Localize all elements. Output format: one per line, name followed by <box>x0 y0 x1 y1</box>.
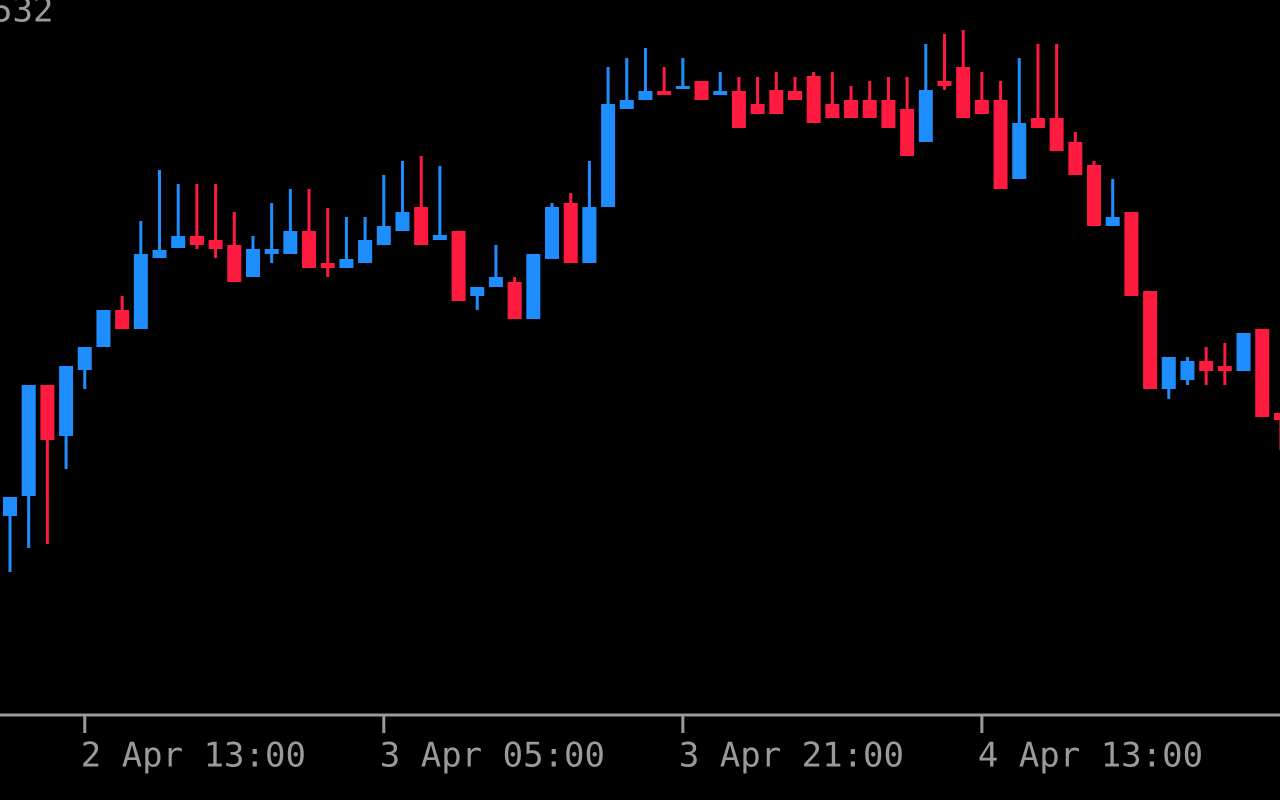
candle-body <box>1012 123 1027 179</box>
candle-body <box>1273 413 1280 420</box>
candle-body <box>21 385 36 496</box>
candle-body <box>77 347 92 370</box>
candle-body <box>713 91 728 95</box>
candle-body <box>806 76 821 123</box>
candle-body <box>1068 142 1083 175</box>
candle-body <box>96 310 111 347</box>
candle-body <box>881 100 896 128</box>
candle-body <box>769 90 784 114</box>
candle-body <box>1217 366 1232 371</box>
candle-body <box>657 91 672 95</box>
candle-body <box>1105 217 1120 226</box>
candle-body <box>451 231 466 301</box>
candle-body <box>1180 361 1195 380</box>
candle-body <box>1030 118 1045 128</box>
candle-body <box>601 104 616 207</box>
candle-body <box>563 203 578 263</box>
candle-body <box>956 67 971 118</box>
candle-body <box>40 385 55 440</box>
candle-body <box>1255 329 1270 417</box>
candle-body <box>731 91 746 128</box>
candle-body <box>1236 333 1251 371</box>
candle-body <box>432 235 447 240</box>
candle-body <box>974 100 989 114</box>
candle-body <box>208 240 223 249</box>
candle-body <box>694 81 709 100</box>
candle-body <box>470 287 485 296</box>
candle-body <box>545 207 560 259</box>
candle-body <box>526 254 541 319</box>
candle-body <box>900 109 915 156</box>
candle-body <box>787 91 802 100</box>
candle-body <box>675 86 690 89</box>
candle-body <box>1199 361 1214 371</box>
candle-body <box>1087 165 1102 226</box>
x-tick-label: 3 Apr 21:00 <box>679 736 904 776</box>
candle-body <box>376 226 391 245</box>
candle-body <box>582 207 597 263</box>
candle-body <box>283 231 298 254</box>
candle-body <box>619 100 634 109</box>
candle-body <box>339 259 354 268</box>
x-tick-label: 2 Apr 13:00 <box>81 736 306 776</box>
candle-body <box>414 207 429 245</box>
price-label: 532 <box>0 0 53 31</box>
candle-body <box>1161 357 1176 389</box>
candle-body <box>488 277 503 287</box>
candle-body <box>750 104 765 114</box>
candle-body <box>227 245 242 282</box>
candle-body <box>189 236 204 245</box>
candle-body <box>171 236 186 248</box>
candle-body <box>3 497 17 516</box>
candle-body <box>638 91 653 100</box>
candle-body <box>1049 118 1064 151</box>
x-tick-label: 4 Apr 13:00 <box>978 736 1203 776</box>
candle-body <box>320 263 335 268</box>
candle-body <box>302 231 317 268</box>
candle-body <box>245 249 260 277</box>
candle-body <box>1124 212 1139 296</box>
candle-body <box>133 254 148 329</box>
candle-body <box>152 250 167 258</box>
candle-body <box>937 81 952 86</box>
candle-body <box>395 212 410 231</box>
candle-body <box>507 282 522 319</box>
candle-body <box>358 240 373 263</box>
candle-body <box>59 366 74 436</box>
candle-body <box>918 90 933 142</box>
candle-body <box>844 100 859 118</box>
candle-body <box>862 100 877 118</box>
candle-body <box>264 249 279 254</box>
candle-body <box>1143 291 1158 389</box>
candle-body <box>993 100 1008 189</box>
x-tick-label: 3 Apr 05:00 <box>380 736 605 776</box>
candle-body <box>825 104 840 118</box>
candle-body <box>115 310 130 329</box>
